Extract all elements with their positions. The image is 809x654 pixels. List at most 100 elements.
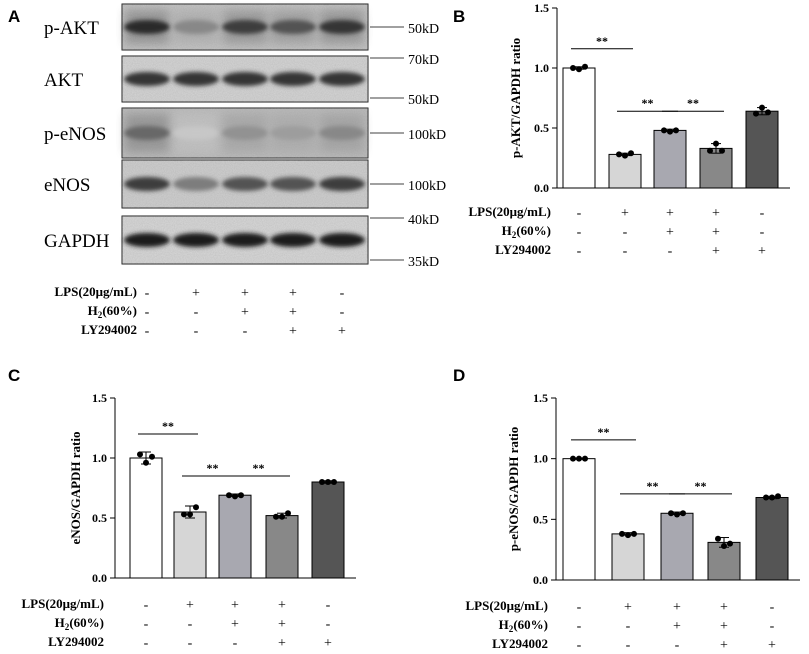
- treatment-sign: -: [145, 324, 150, 339]
- data-point: [619, 530, 625, 537]
- panel-label-d: D: [453, 366, 465, 385]
- data-point: [279, 513, 285, 520]
- blot-band: [222, 177, 268, 191]
- treatment-sign: -: [194, 324, 199, 339]
- treatment-sign: -: [194, 305, 199, 320]
- treatment-sign: +: [278, 636, 286, 651]
- y-tick-label: 1.0: [92, 451, 107, 465]
- y-tick-label: 1.0: [534, 61, 549, 75]
- data-point: [769, 494, 775, 501]
- treatment-sign: +: [621, 206, 629, 221]
- data-point: [285, 510, 291, 517]
- data-point: [331, 479, 337, 485]
- treatment-sign: +: [720, 638, 728, 653]
- treatment-sign: -: [577, 619, 582, 634]
- treatment-sign: -: [760, 225, 765, 240]
- data-point: [226, 492, 232, 499]
- treatment-sign: -: [760, 206, 765, 221]
- significance-mark: **: [642, 96, 654, 110]
- bar: [608, 153, 642, 189]
- blot-row-p-enos: p-eNOS 100kD: [44, 107, 446, 159]
- blot-label: p-eNOS: [44, 124, 106, 145]
- data-point: [181, 511, 187, 518]
- bar: [653, 129, 687, 189]
- data-point: [582, 63, 588, 70]
- data-point: [631, 530, 637, 537]
- significance-mark: **: [162, 419, 174, 433]
- data-point: [707, 147, 713, 154]
- blot-label: AKT: [44, 70, 83, 91]
- blot-label: p-AKT: [44, 18, 99, 39]
- y-tick-label: 0.5: [92, 511, 107, 525]
- treatment-sign: -: [144, 598, 149, 613]
- blot-row-akt: AKT 70kD 50kD: [44, 53, 439, 108]
- panel-label-a: A: [8, 7, 20, 26]
- treatment-sign: +: [712, 206, 720, 221]
- treatment-label: H2(60%): [502, 223, 551, 240]
- data-point: [715, 535, 721, 542]
- treatment-sign: +: [624, 600, 632, 615]
- data-point: [238, 492, 244, 499]
- data-point: [759, 104, 765, 111]
- bar: [562, 458, 596, 581]
- treatment-sign: -: [326, 598, 331, 613]
- y-axis-label: p-eNOS/GAPDH ratio: [506, 427, 521, 552]
- treatment-label: H2(60%): [88, 303, 137, 320]
- treatment-sign: -: [577, 206, 582, 221]
- blot-band: [124, 233, 170, 247]
- data-point: [753, 110, 759, 117]
- treatment-sign: -: [145, 286, 150, 301]
- treatment-sign: +: [186, 598, 194, 613]
- blot-band: [222, 20, 268, 34]
- data-point: [143, 459, 149, 466]
- treatment-sign: -: [144, 636, 149, 651]
- treatment-sign: +: [278, 598, 286, 613]
- treatment-sign: +: [278, 617, 286, 632]
- marker-label: 70kD: [408, 53, 439, 68]
- treatment-sign: -: [233, 636, 238, 651]
- bar: [699, 147, 733, 189]
- data-point: [570, 455, 576, 462]
- treatment-sign: +: [192, 286, 200, 301]
- data-point: [661, 127, 667, 134]
- blot-label: eNOS: [44, 175, 90, 196]
- treatment-sign: -: [577, 600, 582, 615]
- treatment-sign: +: [289, 324, 297, 339]
- blot-band: [270, 177, 316, 191]
- treatment-sign: -: [577, 638, 582, 653]
- y-axis-label: eNOS/GAPDH ratio: [68, 431, 83, 544]
- data-point: [628, 150, 634, 157]
- bar-chart-enos: eNOS/GAPDH ratio 0.0 0.5 1.0 1.5 ** ** ** LPS(20…: [22, 391, 356, 651]
- treatment-sign: -: [188, 617, 193, 632]
- blot-band: [124, 20, 170, 34]
- treatment-sign: -: [626, 638, 631, 653]
- bar: [311, 481, 345, 579]
- treatment-sign: +: [666, 225, 674, 240]
- treatment-sign: -: [623, 244, 628, 259]
- treatment-sign: +: [289, 305, 297, 320]
- data-point: [674, 511, 680, 518]
- treatment-sign: +: [324, 636, 332, 651]
- y-tick-label: 1.0: [533, 452, 548, 466]
- significance-mark: **: [253, 461, 265, 475]
- treatment-sign: -: [668, 244, 673, 259]
- treatment-sign: +: [289, 286, 297, 301]
- treatment-sign: +: [231, 617, 239, 632]
- blot-band: [222, 72, 268, 86]
- treatment-sign: +: [241, 286, 249, 301]
- y-tick-label: 0.0: [533, 573, 548, 587]
- y-tick-label: 0.5: [534, 121, 549, 135]
- treatment-sign: -: [675, 638, 680, 653]
- treatment-sign: +: [338, 324, 346, 339]
- blot-band: [319, 20, 365, 34]
- treatment-label: LPS(20μg/mL): [55, 284, 137, 299]
- data-point: [622, 152, 628, 159]
- marker-label: 100kD: [408, 128, 446, 143]
- data-point: [582, 455, 588, 462]
- treatment-label: LPS(20μg/mL): [22, 596, 104, 611]
- data-point: [319, 479, 325, 485]
- data-point: [673, 127, 679, 134]
- blot-label: GAPDH: [44, 231, 110, 252]
- significance-mark: **: [647, 479, 659, 493]
- treatment-sign: +: [768, 638, 776, 653]
